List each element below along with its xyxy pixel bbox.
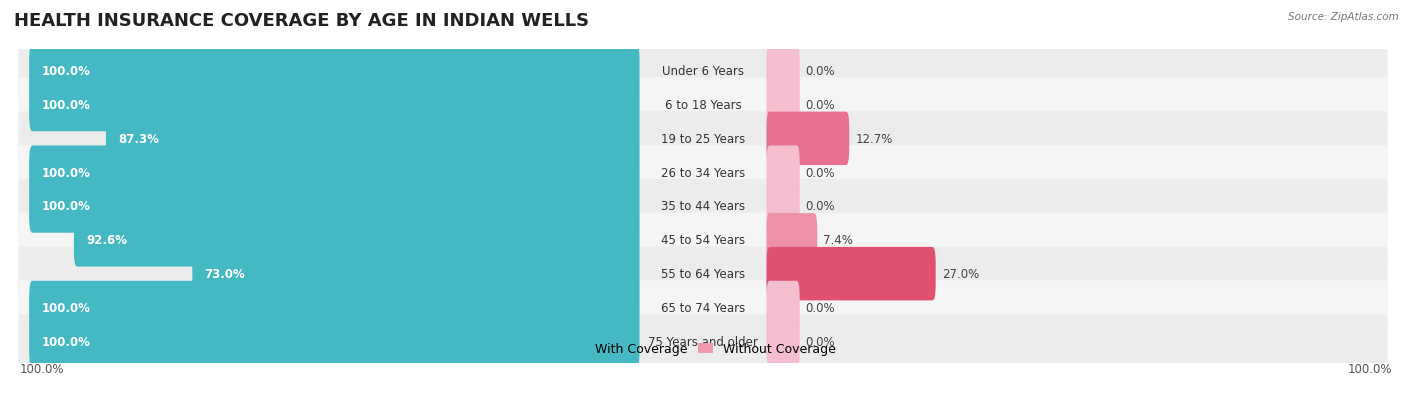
Text: 100.0%: 100.0% [41,166,90,179]
Text: 27.0%: 27.0% [942,268,979,280]
Text: 45 to 54 Years: 45 to 54 Years [661,234,745,247]
Text: 100.0%: 100.0% [41,335,90,348]
Text: 100.0%: 100.0% [41,200,90,213]
Text: 87.3%: 87.3% [118,133,159,145]
FancyBboxPatch shape [18,213,1388,267]
Text: 100.0%: 100.0% [41,99,90,112]
Text: HEALTH INSURANCE COVERAGE BY AGE IN INDIAN WELLS: HEALTH INSURANCE COVERAGE BY AGE IN INDI… [14,12,589,30]
Text: 35 to 44 Years: 35 to 44 Years [661,200,745,213]
Text: 6 to 18 Years: 6 to 18 Years [665,99,741,112]
FancyBboxPatch shape [766,112,849,166]
FancyBboxPatch shape [766,146,800,199]
FancyBboxPatch shape [105,112,640,166]
FancyBboxPatch shape [30,45,640,98]
Text: 0.0%: 0.0% [806,166,835,179]
Text: 100.0%: 100.0% [20,363,65,375]
FancyBboxPatch shape [30,146,640,199]
FancyBboxPatch shape [193,247,640,301]
Text: 55 to 64 Years: 55 to 64 Years [661,268,745,280]
FancyBboxPatch shape [18,112,1388,166]
Text: 0.0%: 0.0% [806,65,835,78]
Text: 12.7%: 12.7% [855,133,893,145]
Text: 19 to 25 Years: 19 to 25 Years [661,133,745,145]
FancyBboxPatch shape [18,45,1388,98]
Text: 0.0%: 0.0% [806,200,835,213]
FancyBboxPatch shape [30,180,640,233]
FancyBboxPatch shape [766,45,800,98]
FancyBboxPatch shape [30,315,640,368]
Text: Under 6 Years: Under 6 Years [662,65,744,78]
FancyBboxPatch shape [766,247,935,301]
Text: 73.0%: 73.0% [204,268,245,280]
Text: 7.4%: 7.4% [824,234,853,247]
FancyBboxPatch shape [18,281,1388,335]
FancyBboxPatch shape [766,214,817,267]
Text: 75 Years and older: 75 Years and older [648,335,758,348]
FancyBboxPatch shape [766,180,800,233]
Text: 0.0%: 0.0% [806,335,835,348]
Text: 100.0%: 100.0% [1347,363,1392,375]
Text: 92.6%: 92.6% [86,234,127,247]
FancyBboxPatch shape [766,315,800,368]
FancyBboxPatch shape [18,78,1388,132]
FancyBboxPatch shape [18,315,1388,368]
Text: 0.0%: 0.0% [806,99,835,112]
Legend: With Coverage, Without Coverage: With Coverage, Without Coverage [565,337,841,361]
FancyBboxPatch shape [75,214,640,267]
FancyBboxPatch shape [766,78,800,132]
Text: Source: ZipAtlas.com: Source: ZipAtlas.com [1288,12,1399,22]
FancyBboxPatch shape [766,281,800,335]
FancyBboxPatch shape [30,78,640,132]
FancyBboxPatch shape [18,146,1388,200]
FancyBboxPatch shape [18,180,1388,233]
Text: 100.0%: 100.0% [41,65,90,78]
Text: 26 to 34 Years: 26 to 34 Years [661,166,745,179]
Text: 100.0%: 100.0% [41,301,90,314]
FancyBboxPatch shape [18,247,1388,301]
Text: 0.0%: 0.0% [806,301,835,314]
FancyBboxPatch shape [30,281,640,335]
Text: 65 to 74 Years: 65 to 74 Years [661,301,745,314]
